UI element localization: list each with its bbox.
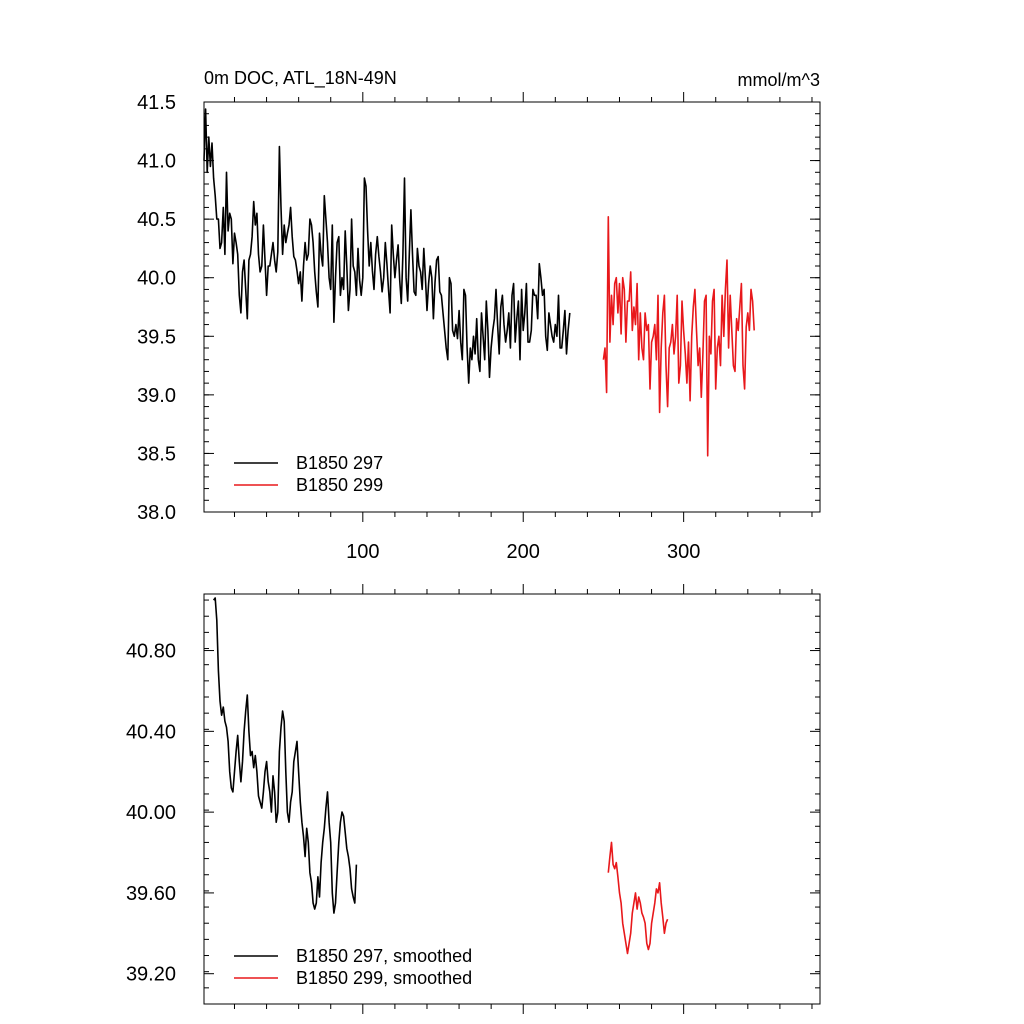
top-series-line-1 (203, 108, 571, 384)
bottom-ytick-label: 40.80 (126, 641, 176, 663)
bottom-series-line-1 (212, 597, 358, 914)
top-ytick-label: 38.0 (137, 502, 176, 524)
top-xtick-label: 100 (346, 541, 379, 563)
bottom-ytick-label: 40.40 (126, 721, 176, 743)
top-xtick-label: 200 (507, 541, 540, 563)
bottom-series-group (212, 597, 669, 955)
top-ytick-label: 39.0 (137, 385, 176, 407)
bottom-series-line-2 (607, 841, 669, 955)
top-series-group (203, 108, 755, 457)
top-ytick-label: 39.5 (137, 326, 176, 348)
top-ytick-label: 41.0 (137, 151, 176, 173)
top-panel: 0m DOC, ATL_18N-49N mmol/m^3 38.0 38.5 39.… (137, 68, 821, 563)
top-ytick-label: 40.5 (137, 209, 176, 231)
top-legend-label: B1850 297 (296, 453, 383, 473)
bottom-ytick-label: 39.20 (126, 964, 176, 986)
chart-title: 0m DOC, ATL_18N-49N (204, 68, 397, 89)
top-ytick-label: 40.0 (137, 268, 176, 290)
top-legend-label: B1850 299 (296, 475, 383, 495)
bottom-axes: 39.20 39.60 40.00 40.40 40.80 (126, 584, 820, 1014)
top-ytick-label: 41.5 (137, 92, 176, 114)
top-xtick-label: 300 (667, 541, 700, 563)
top-plot-frame (203, 101, 821, 513)
bottom-plot-frame (203, 593, 821, 1005)
bottom-panel: 39.20 39.60 40.00 40.40 40.80 B1850 297, smo… (126, 584, 821, 1014)
units-label: mmol/m^3 (738, 70, 820, 90)
bottom-ytick-label: 39.60 (126, 883, 176, 905)
bottom-ytick-label: 40.00 (126, 802, 176, 824)
bottom-legend-label: B1850 297, smoothed (296, 946, 472, 966)
top-series-line-2 (602, 216, 755, 457)
top-ytick-label: 38.5 (137, 443, 176, 465)
bottom-legend-label: B1850 299, smoothed (296, 968, 472, 988)
top-axes: 38.0 38.5 39.0 39.5 40.0 40.5 41.0 41.5 100 200 30… (137, 92, 820, 563)
